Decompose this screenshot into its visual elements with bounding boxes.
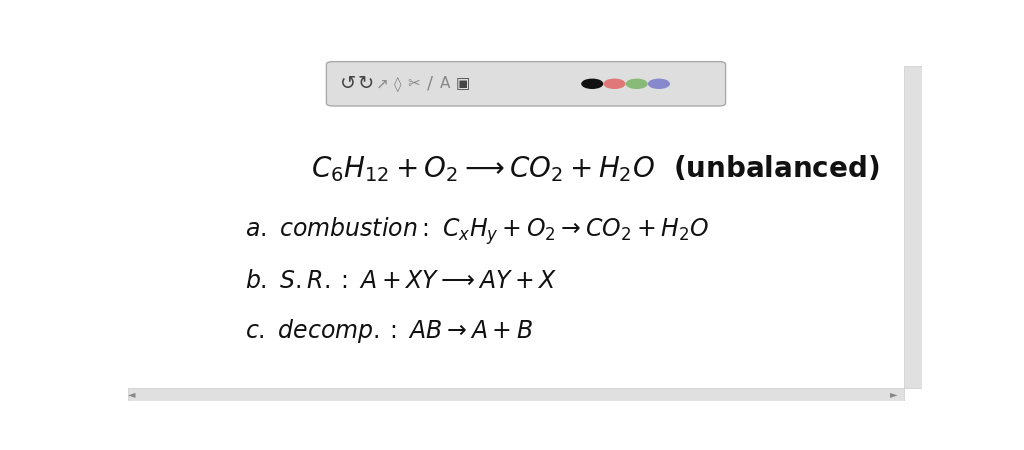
Text: ◄: ◄ <box>128 389 136 399</box>
Circle shape <box>627 79 647 88</box>
Bar <box>128 388 904 401</box>
Text: $b.\  S.R.:\  A + XY \longrightarrow AY + X$: $b.\ S.R.:\ A + XY \longrightarrow AY + … <box>246 269 558 293</box>
Text: $a.\  combustion:\  C_xH_y + O_2 \rightarrow CO_2 + H_2O$: $a.\ combustion:\ C_xH_y + O_2 \rightarr… <box>246 215 710 247</box>
Text: $c.\  decomp.:\  AB \rightarrow A + B$: $c.\ decomp.:\ AB \rightarrow A + B$ <box>246 317 534 345</box>
Text: $C_6H_{12} + O_2 \longrightarrow CO_2 + H_2O$  (unbalanced): $C_6H_{12} + O_2 \longrightarrow CO_2 + … <box>310 153 879 184</box>
Circle shape <box>604 79 625 88</box>
Bar <box>904 66 922 388</box>
Text: ◊: ◊ <box>394 76 401 92</box>
Text: ↗: ↗ <box>376 76 388 91</box>
Circle shape <box>648 79 670 88</box>
Text: ↺: ↺ <box>340 74 356 93</box>
Text: ►: ► <box>890 389 898 399</box>
Text: ✂: ✂ <box>408 76 420 91</box>
Text: A: A <box>440 76 451 91</box>
Circle shape <box>582 79 602 88</box>
Text: ▣: ▣ <box>456 76 470 91</box>
Text: /: / <box>427 75 432 93</box>
FancyBboxPatch shape <box>327 62 726 106</box>
Text: ↻: ↻ <box>358 74 374 93</box>
